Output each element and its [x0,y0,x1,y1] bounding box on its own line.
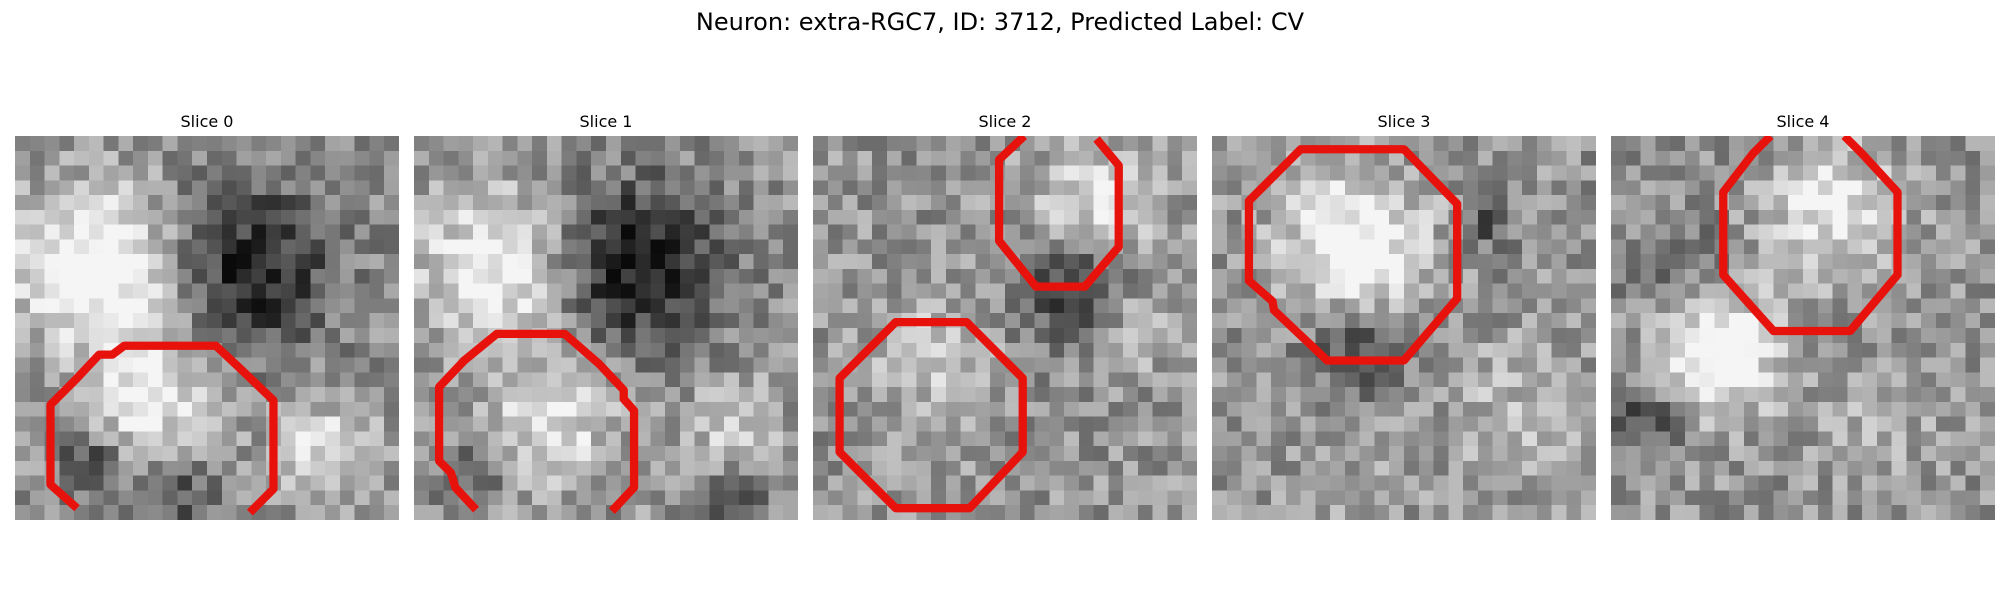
slice-title: Slice 3 [1377,112,1431,131]
slice-title: Slice 2 [978,112,1032,131]
neuron-contour [994,136,1123,291]
grayscale-pixels [1212,136,1596,520]
grayscale-pixels [414,136,798,520]
figure-title: Neuron: extra-RGC7, ID: 3712, Predicted … [695,8,1305,36]
neuron-contour [835,317,1027,513]
neuron-contour [46,341,278,516]
slice-image-0 [15,136,399,520]
slice-image-3 [1212,136,1596,520]
slice-panel-0: Slice 0 [15,112,399,520]
slice-title: Slice 4 [1776,112,1830,131]
slice-image-2 [813,136,1197,520]
slice-panel-4: Slice 4 [1611,112,1995,520]
neuron-contour [1244,145,1462,365]
neuron-contour [1719,136,1902,336]
grayscale-pixels [813,136,1197,520]
slice-title: Slice 1 [579,112,633,131]
slice-panel-2: Slice 2 [813,112,1197,520]
slice-image-1 [414,136,798,520]
grayscale-pixels [1611,136,1995,520]
slice-title: Slice 0 [180,112,234,131]
slice-panel-1: Slice 1 [414,112,798,520]
neuron-contour [434,329,639,514]
slice-image-4 [1611,136,1995,520]
grayscale-pixels [15,136,399,520]
slice-panel-3: Slice 3 [1212,112,1596,520]
